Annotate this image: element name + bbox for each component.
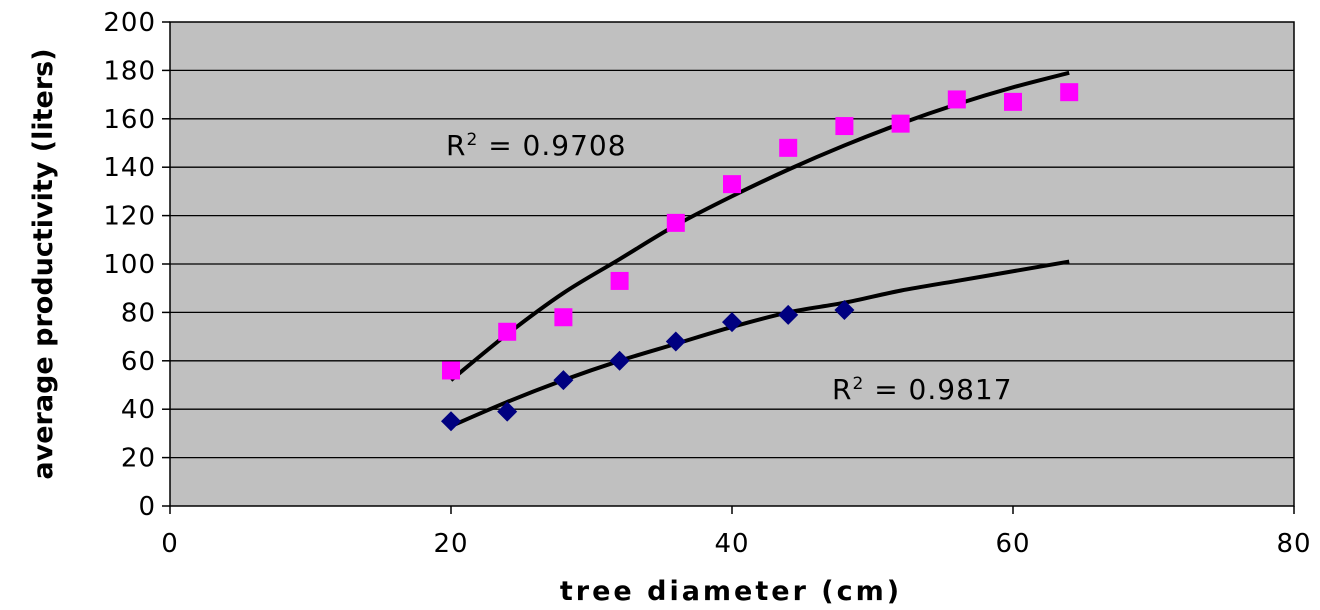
r2-label-lower: R2 = 0.9817 [832,373,1013,406]
r2-label-upper: R2 = 0.9708 [446,129,627,162]
x-tick-label: 80 [1276,529,1311,559]
x-tick-label: 60 [995,529,1030,559]
data-point-diamond [553,370,574,391]
data-point-square [723,175,741,194]
tick-labels: 0 20 40 60 80 100 120 140 160 180 200 0 20 40 60 80 [103,8,1311,559]
data-point-square [666,213,685,232]
data-point-diamond [834,299,855,320]
data-point-diamond [609,350,630,371]
r2-lower-value: = 0.9817 [864,373,1012,406]
data-point-square [779,138,798,157]
data-point-square [610,271,629,290]
x-tick-label: 20 [433,529,468,559]
y-tick-label: 160 [103,105,156,135]
y-axis-title: average productivity (liters) [28,48,59,479]
data-point-square [498,322,517,341]
y-tick-label: 60 [121,347,156,377]
r2-upper-r: R [446,129,466,162]
r2-upper-value: = 0.9708 [478,129,626,162]
data-point-diamond [665,331,686,352]
data-point-square [891,114,910,133]
y-tick-label: 20 [121,444,156,474]
data-point-square [1004,92,1022,111]
y-tick-label: 0 [138,492,156,522]
y-tick-label: 80 [121,298,156,328]
data-markers [441,83,1079,432]
data-point-square [835,117,854,136]
data-point-square [1060,83,1079,102]
y-tick-label: 200 [103,8,156,38]
data-point-diamond [497,401,518,422]
y-tick-label: 120 [103,202,156,232]
gridlines [170,69,1294,459]
data-point-square [554,308,573,327]
x-axis-title: tree diameter (cm) [560,576,902,607]
x-tick-label: 40 [714,529,749,559]
y-tick-label: 100 [103,250,156,280]
data-point-square [947,90,966,109]
y-tick-label: 180 [103,56,156,86]
axes [162,21,1295,514]
r2-lower-r: R [832,373,852,406]
y-tick-label: 40 [121,395,156,425]
y-tick-label: 140 [103,153,156,183]
data-point-diamond [441,411,461,432]
data-point-diamond [722,312,742,333]
r2-upper-sup: 2 [466,130,478,150]
x-tick-label: 0 [161,529,179,559]
data-point-diamond [778,304,799,325]
data-point-square [442,361,460,380]
r2-lower-sup: 2 [852,374,864,394]
